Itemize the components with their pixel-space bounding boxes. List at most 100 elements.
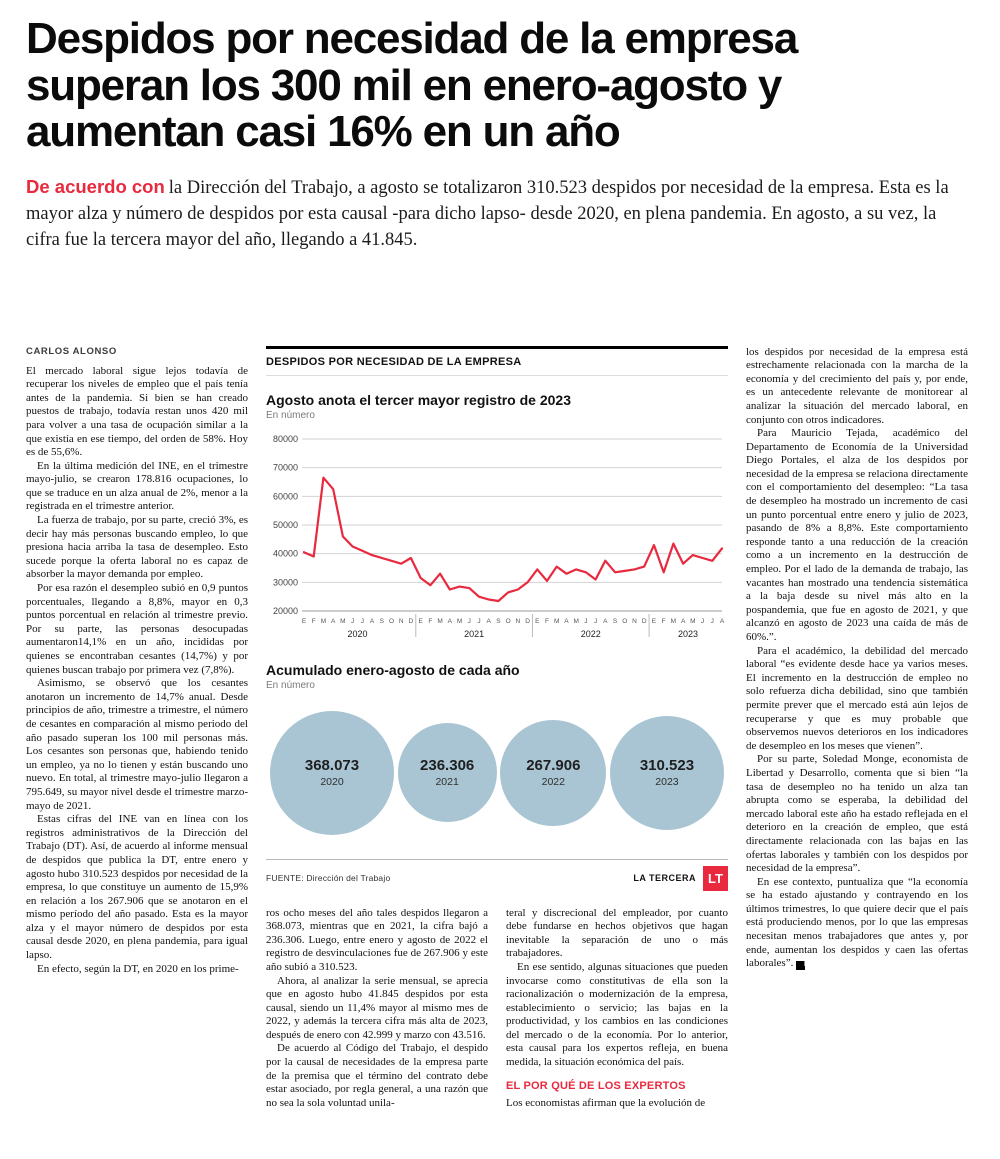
svg-text:2022: 2022 — [581, 629, 601, 639]
line-chart-unit: En número — [266, 409, 315, 421]
bubble-2020: 368.073 2020 — [270, 710, 394, 835]
section-heading-expertos: EL POR QUÉ DE LOS EXPERTOS — [506, 1079, 686, 1092]
chart-kicker: DESPIDOS POR NECESIDAD DE LA EMPRESA — [266, 356, 728, 376]
svg-text:80000: 80000 — [273, 434, 298, 444]
svg-text:M: M — [321, 618, 326, 625]
headline: Despidos por necesidad de la empresa sup… — [26, 14, 798, 157]
body-paragraph: ros ocho meses del año tales despidos ll… — [266, 906, 488, 973]
brand-name: LA TERCERA — [633, 873, 696, 884]
svg-text:A: A — [603, 618, 608, 625]
chart-box: DESPIDOS POR NECESIDAD DE LA EMPRESA Ago… — [266, 345, 728, 891]
svg-text:20000: 20000 — [273, 606, 298, 616]
newspaper-page: Despidos por necesidad de la empresa sup… — [26, 14, 968, 1111]
middle-text: ros ocho meses del año tales despidos ll… — [266, 907, 728, 1111]
bubble-year: 2023 — [655, 776, 679, 789]
svg-text:M: M — [340, 618, 345, 625]
column-4-text: los despidos por necesidad de la empresa… — [746, 346, 968, 1111]
body-paragraph: los despidos por necesidad de la empresa… — [746, 345, 968, 426]
svg-text:2020: 2020 — [347, 629, 367, 639]
svg-text:M: M — [437, 618, 442, 625]
bubble-2022: 267.906 2022 — [500, 719, 607, 826]
bubble-value: 368.073 — [304, 757, 360, 775]
column-3-post: Los economistas afirman que la evolución… — [506, 1097, 728, 1111]
svg-text:N: N — [516, 618, 521, 625]
bubble-chart-title: Acumulado enero-agosto de cada año — [266, 661, 520, 678]
svg-text:E: E — [302, 618, 307, 625]
svg-text:M: M — [671, 618, 676, 625]
bubble-year: 2020 — [320, 776, 344, 789]
svg-text:N: N — [399, 618, 404, 625]
body-paragraph: teral y discrecional del empleador, por … — [506, 906, 728, 960]
lead-text: la Dirección del Trabajo, a agosto se to… — [26, 177, 949, 250]
svg-text:F: F — [662, 618, 666, 625]
svg-text:O: O — [622, 618, 627, 625]
svg-text:70000: 70000 — [273, 462, 298, 472]
svg-text:40000: 40000 — [273, 548, 298, 558]
body-paragraph: Ahora, al analizar la serie mensual, se … — [266, 974, 488, 1041]
line-chart-title: Agosto anota el tercer mayor registro de… — [266, 391, 571, 408]
svg-text:F: F — [312, 618, 316, 625]
bubble-2021: 236.306 2021 — [397, 723, 497, 823]
column-3-pre: teral y discrecional del empleador, por … — [506, 907, 728, 1070]
body-paragraph: En ese sentido, algunas situaciones que … — [506, 960, 728, 1069]
line-chart: 20000 30000 40000 50000 60000 70000 80000 E F M A M… — [266, 429, 728, 648]
bubble-chart: 368.073 2020 236.306 2021 267.906 2022 310.523… — [266, 699, 728, 847]
svg-text:J: J — [477, 618, 480, 625]
bubble-value: 310.523 — [639, 757, 695, 775]
svg-text:N: N — [632, 618, 637, 625]
lead-highlight: De acuerdo con — [26, 175, 165, 197]
svg-text:60000: 60000 — [273, 491, 298, 501]
column-1-text: El mercado laboral sigue lejos todavía d… — [26, 365, 248, 977]
body-paragraph: En la última medición del INE, en el tri… — [26, 459, 248, 513]
body-paragraph: De acuerdo al Código del Trabajo, el des… — [266, 1042, 488, 1109]
svg-text:F: F — [545, 618, 549, 625]
body-paragraph: Estas cifras del INE van en línea con lo… — [26, 813, 248, 962]
svg-text:J: J — [351, 618, 354, 625]
body-paragraph: Asimismo, se observó que los cesantes an… — [26, 677, 248, 812]
svg-text:M: M — [573, 618, 578, 625]
chart-footer: FUENTE: Dirección del Trabajo LA TERCERA… — [266, 858, 728, 891]
svg-text:J: J — [711, 618, 714, 625]
svg-text:A: A — [681, 618, 686, 625]
middle-section: DESPIDOS POR NECESIDAD DE LA EMPRESA Ago… — [266, 345, 728, 1111]
chart-source: FUENTE: Dirección del Trabajo — [266, 873, 391, 884]
svg-text:O: O — [506, 618, 511, 625]
bubble-2023: 310.523 2023 — [609, 715, 724, 830]
svg-text:A: A — [370, 618, 375, 625]
body-paragraph: El mercado laboral sigue lejos todavía d… — [26, 364, 248, 459]
svg-text:S: S — [613, 618, 618, 625]
svg-text:M: M — [554, 618, 559, 625]
svg-text:2023: 2023 — [678, 629, 698, 639]
lead-paragraph: De acuerdo con la Dirección del Trabajo, … — [26, 174, 961, 254]
svg-text:M: M — [690, 618, 695, 625]
svg-text:E: E — [418, 618, 423, 625]
body-paragraph: Para el académico, la debilidad del merc… — [746, 644, 968, 752]
svg-text:A: A — [564, 618, 569, 625]
svg-text:D: D — [409, 618, 414, 625]
svg-text:J: J — [468, 618, 471, 625]
svg-text:J: J — [584, 618, 587, 625]
lt-logo: LT — [703, 865, 728, 891]
bubble-value: 236.306 — [420, 757, 475, 775]
svg-text:E: E — [535, 618, 540, 625]
body-paragraph: Para Mauricio Tejada, académico del Depa… — [746, 427, 968, 644]
svg-text:E: E — [652, 618, 657, 625]
body-paragraph: Por su parte, Soledad Monge, economista … — [746, 753, 968, 875]
body-paragraph: Los economistas afirman que la evolución… — [506, 1096, 706, 1109]
svg-text:M: M — [457, 618, 462, 625]
brand: LA TERCERA LT — [633, 865, 728, 891]
svg-text:S: S — [380, 618, 385, 625]
column-2-text: ros ocho meses del año tales despidos ll… — [266, 907, 488, 1111]
body-paragraph: Por esa razón el desempleo subió en 0,9 … — [26, 582, 248, 676]
bubble-year: 2021 — [435, 776, 459, 789]
svg-text:A: A — [448, 618, 453, 625]
svg-text:A: A — [331, 618, 336, 625]
svg-text:A: A — [720, 618, 725, 625]
bubble-value: 267.906 — [526, 757, 581, 775]
bubble-chart-unit: En número — [266, 679, 315, 691]
svg-text:D: D — [525, 618, 530, 625]
svg-text:O: O — [389, 618, 394, 625]
body-paragraph: La fuerza de trabajo, por su parte, crec… — [26, 514, 248, 581]
svg-text:J: J — [361, 618, 364, 625]
